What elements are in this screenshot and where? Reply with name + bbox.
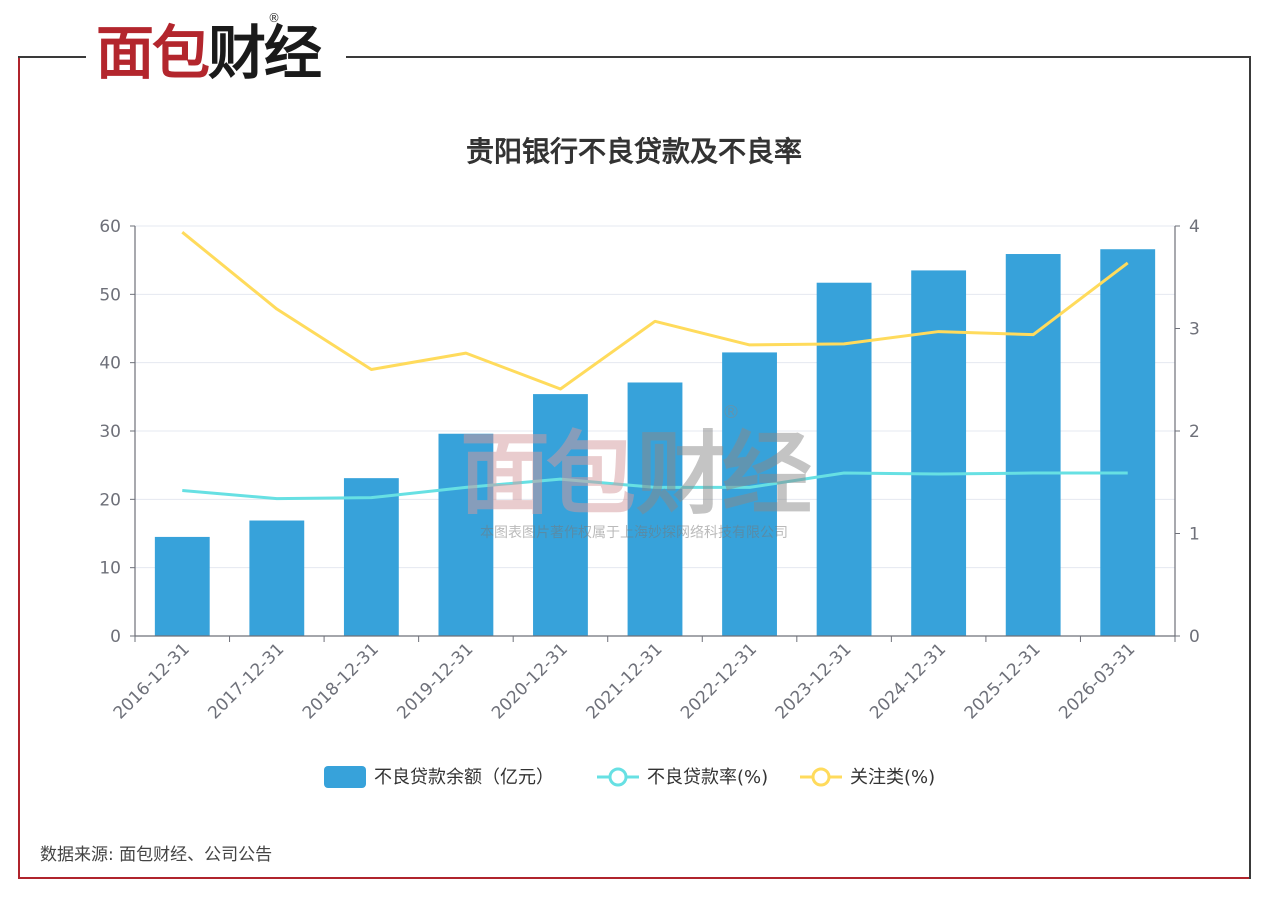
x-tick-label: 2022-12-31 (677, 639, 761, 723)
bar-npl-balance (722, 352, 777, 636)
x-tick-label: 2021-12-31 (583, 639, 667, 723)
x-tick-label: 2020-12-31 (488, 639, 572, 723)
x-tick-label: 2023-12-31 (772, 639, 856, 723)
legend-label-npl-balance: 不良贷款余额（亿元） (374, 767, 554, 788)
y-right-tick-label: 1 (1189, 525, 1200, 545)
legend-marker-npl-rate (608, 767, 628, 787)
logo-registered-mark: ® (268, 11, 280, 25)
bar-series (154, 249, 1156, 636)
legend-label-attention: 关注类(%) (850, 767, 935, 788)
x-tick-label: 2025-12-31 (961, 639, 1045, 723)
legend-marker-attention (811, 767, 831, 787)
logo-part-2: 财经 (208, 19, 322, 87)
logo-part-1: 面包 (96, 19, 210, 87)
y-right-tick-label: 3 (1189, 320, 1200, 340)
y-left-tick-label: 10 (99, 559, 121, 579)
bar-npl-balance (911, 270, 967, 636)
bar-npl-balance (249, 520, 305, 636)
x-tick-label: 2016-12-31 (110, 639, 194, 723)
bar-npl-balance (627, 382, 683, 636)
x-tick-label: 2018-12-31 (299, 639, 383, 723)
legend: 不良贷款余额（亿元） 不良贷款率(%) 关注类(%) (324, 766, 935, 788)
line-series (181, 230, 1129, 501)
bar-npl-balance (1100, 249, 1156, 636)
y-left-tick-label: 60 (99, 217, 121, 237)
bar-npl-balance (154, 536, 210, 636)
bar-npl-balance (816, 282, 872, 636)
y-left-tick-label: 20 (99, 490, 121, 510)
y-right-tick-label: 2 (1189, 422, 1200, 442)
bar-npl-balance (343, 478, 399, 636)
source-note: 数据来源: 面包财经、公司公告 (40, 845, 273, 865)
x-tick-label: 2017-12-31 (204, 639, 288, 723)
y-right-tick-label: 4 (1189, 217, 1200, 237)
legend-label-npl-rate: 不良贷款率(%) (647, 767, 768, 788)
legend-swatch-bar (324, 766, 366, 788)
bar-npl-balance (533, 394, 588, 636)
y-left-tick-label: 50 (99, 285, 121, 305)
frame-border-dark (18, 56, 1251, 879)
y-right-tick-label: 0 (1189, 627, 1200, 647)
frame-border-red (18, 56, 1250, 879)
line-npl-rate (182, 471, 1128, 501)
x-tick-label: 2019-12-31 (393, 639, 477, 723)
chart-title: 贵阳银行不良贷款及不良率 (466, 135, 802, 168)
x-tick-label: 2026-03-31 (1055, 639, 1139, 723)
y-left-tick-label: 0 (110, 627, 121, 647)
watermark-registered: ® (722, 402, 740, 423)
watermark-brand-1: 面包 (460, 422, 635, 527)
watermark-copyright: 本图表图片著作权属于上海妙探网络科技有限公司 (480, 525, 788, 541)
y-left-tick-label: 30 (99, 422, 121, 442)
y-left-tick-label: 40 (99, 354, 121, 374)
brand-logo: 面包财经 ® (86, 8, 346, 92)
line-attention (181, 230, 1129, 391)
bar-npl-balance (1005, 254, 1061, 636)
watermark: 面包 财经 ® 本图表图片著作权属于上海妙探网络科技有限公司 (460, 402, 815, 541)
x-tick-label: 2024-12-31 (866, 639, 950, 723)
watermark-brand-2: 财经 (636, 422, 811, 527)
bar-npl-balance (438, 433, 494, 636)
